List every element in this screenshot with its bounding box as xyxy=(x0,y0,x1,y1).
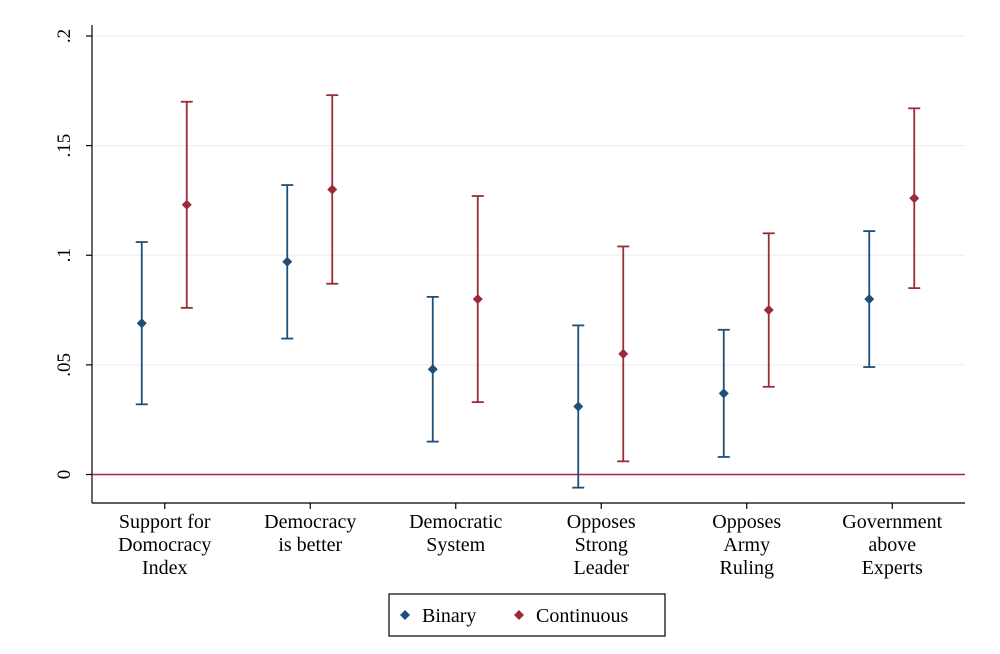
ci-continuous-4 xyxy=(762,232,775,388)
category-label-line: above xyxy=(868,534,916,556)
point-estimate-marker xyxy=(282,256,293,267)
legend-marker-continuous xyxy=(514,610,524,620)
series-marks xyxy=(135,94,921,489)
category-label-line: Democracy xyxy=(264,511,356,533)
ci-binary-5 xyxy=(863,230,876,368)
category-labels: Support for Domocracy Index Democracy is bet… xyxy=(118,511,943,579)
ci-binary-2 xyxy=(426,295,439,443)
category-label-line: Democratic xyxy=(409,511,502,533)
point-estimate-marker xyxy=(718,388,729,399)
category-label-line: Army xyxy=(723,534,770,556)
point-estimate-marker xyxy=(763,305,774,316)
ci-continuous-3 xyxy=(617,245,630,463)
ci-continuous-5 xyxy=(908,107,921,290)
point-estimate-marker xyxy=(618,348,629,359)
category-label-3: Opposes Strong Leader xyxy=(567,511,636,579)
category-label-5: Government above Experts xyxy=(842,511,942,579)
legend-box xyxy=(388,593,666,637)
category-label-line: is better xyxy=(278,534,342,556)
point-estimate-marker xyxy=(427,364,438,375)
point-estimate-marker xyxy=(136,318,147,329)
category-label-line: Domocracy xyxy=(118,534,211,556)
category-label-line: Leader xyxy=(573,557,629,579)
ci-continuous-1 xyxy=(326,94,339,285)
ci-binary-1 xyxy=(281,184,294,340)
y-tick-label-4: .2 xyxy=(54,29,75,43)
category-label-4: Opposes Army Ruling xyxy=(712,511,781,579)
category-label-line: Index xyxy=(142,557,188,579)
y-tick-label-0: 0 xyxy=(54,470,75,480)
point-estimate-marker xyxy=(573,401,584,412)
category-label-line: Ruling xyxy=(720,557,774,579)
point-estimate-marker xyxy=(909,193,920,204)
gridlines xyxy=(92,35,965,366)
category-label-1: Democracy is better xyxy=(264,511,356,556)
point-estimate-marker xyxy=(472,294,483,305)
category-label-line: System xyxy=(426,534,485,556)
ci-binary-4 xyxy=(717,328,730,458)
y-tick-label-2: .1 xyxy=(54,248,75,262)
ci-binary-3 xyxy=(572,324,585,489)
legend-marker-binary xyxy=(400,610,410,620)
category-label-line: Opposes xyxy=(567,511,636,533)
y-tick-label-1: .05 xyxy=(54,353,75,377)
category-label-0: Support for Domocracy Index xyxy=(118,511,211,579)
legend-label-binary: Binary xyxy=(422,605,476,627)
category-label-line: Support for xyxy=(119,511,211,533)
ci-binary-0 xyxy=(135,241,148,406)
point-estimate-marker xyxy=(327,184,338,195)
legend: Binary Continuous xyxy=(388,593,666,637)
ci-continuous-2 xyxy=(471,195,484,404)
axes: 0 .05 .1 .15 .2 xyxy=(54,25,965,509)
point-estimate-marker xyxy=(181,199,192,210)
ci-continuous-0 xyxy=(180,100,193,309)
category-label-line: Strong xyxy=(575,534,628,556)
legend-label-continuous: Continuous xyxy=(536,605,628,627)
category-label-line: Government xyxy=(842,511,942,533)
y-tick-label-3: .15 xyxy=(54,134,75,158)
category-label-line: Experts xyxy=(862,557,923,579)
category-label-2: Democratic System xyxy=(409,511,502,556)
category-label-line: Opposes xyxy=(712,511,781,533)
point-estimate-marker xyxy=(864,294,875,305)
